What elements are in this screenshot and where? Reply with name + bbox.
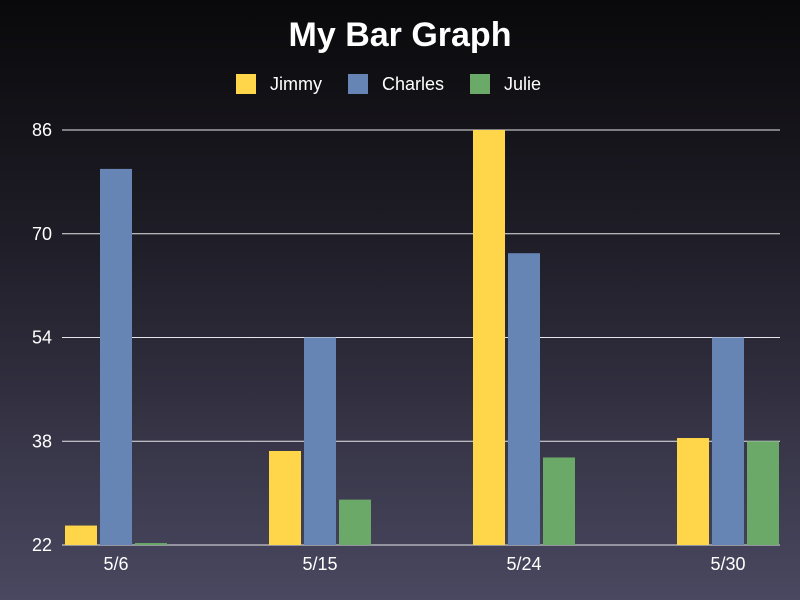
y-tick-label: 38	[32, 431, 52, 451]
bar-charles-3	[712, 337, 744, 545]
bar-charles-1	[304, 337, 336, 545]
bar-jimmy-3	[677, 438, 709, 545]
bar-julie-0	[135, 543, 167, 545]
y-tick-label: 22	[32, 535, 52, 555]
bar-charles-2	[508, 253, 540, 545]
legend-swatch-jimmy	[236, 74, 256, 94]
legend-label-julie: Julie	[504, 74, 541, 94]
y-tick-label: 70	[32, 224, 52, 244]
y-tick-label: 86	[32, 120, 52, 140]
bar-jimmy-0	[65, 525, 97, 545]
bar-jimmy-2	[473, 130, 505, 545]
x-axis: 5/6 5/15 5/24 5/30	[103, 554, 745, 574]
chart-title: My Bar Graph	[289, 16, 512, 54]
bar-julie-3	[747, 441, 779, 545]
legend-label-charles: Charles	[382, 74, 444, 94]
x-tick-label: 5/24	[506, 554, 541, 574]
bars	[65, 130, 779, 545]
bar-charles-0	[100, 168, 132, 545]
x-tick-label: 5/30	[710, 554, 745, 574]
y-axis: 22 38 54 70 86	[32, 120, 52, 555]
legend-label-jimmy: Jimmy	[270, 74, 322, 94]
x-tick-label: 5/15	[302, 554, 337, 574]
y-tick-label: 54	[32, 328, 52, 348]
legend-swatch-charles	[348, 74, 368, 94]
bar-jimmy-1	[269, 450, 301, 545]
gridlines	[62, 129, 780, 546]
bar-julie-2	[543, 457, 575, 545]
legend: Jimmy Charles Julie	[236, 74, 541, 94]
x-tick-label: 5/6	[103, 554, 128, 574]
legend-swatch-julie	[470, 74, 490, 94]
bar-julie-1	[339, 499, 371, 545]
